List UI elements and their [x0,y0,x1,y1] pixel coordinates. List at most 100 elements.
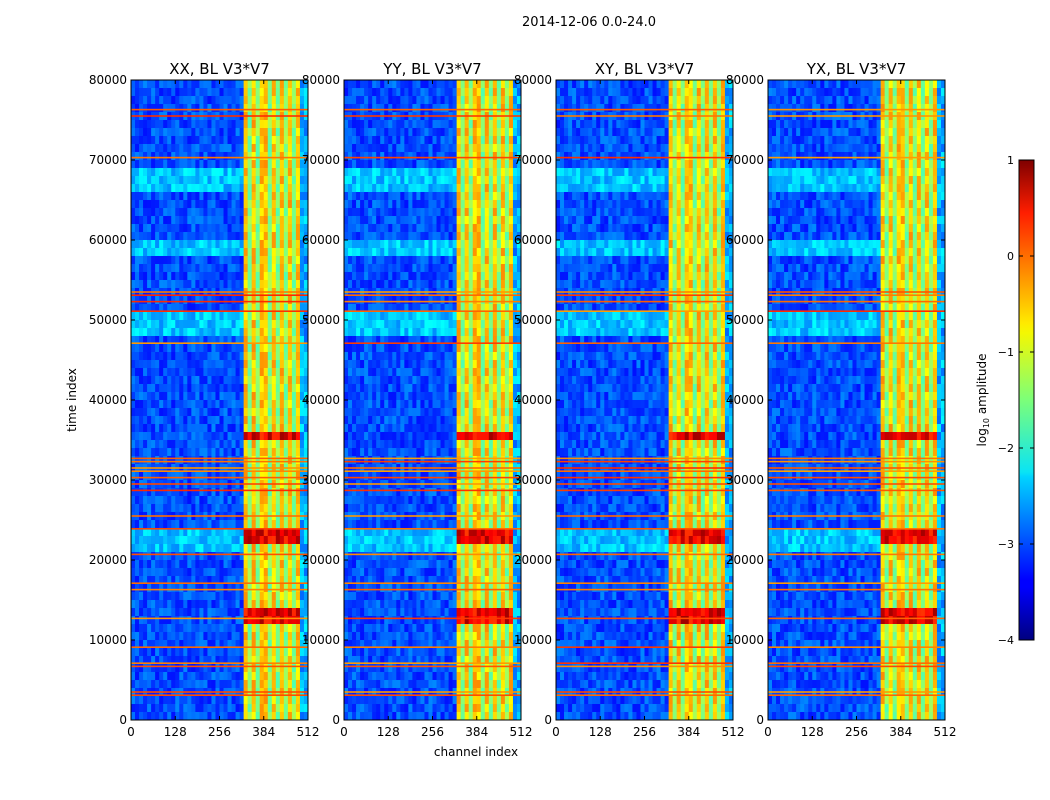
heatmap-cell [352,184,357,193]
heatmap-cell [163,280,168,289]
heatmap-cell [199,456,204,465]
heatmap-cell [203,80,208,89]
heatmap-cell [384,256,389,265]
heatmap-cell [223,136,228,145]
heatmap-cell [219,216,224,225]
heatmap-cell [175,344,180,353]
heatmap-cell [235,704,240,713]
heatmap-cell [143,352,148,361]
heatmap-cell [183,224,188,233]
heatmap-cell [452,104,457,113]
heatmap-cell [420,128,425,137]
heatmap-cell [267,600,273,609]
heatmap-cell [147,712,152,720]
heatmap-cell [159,280,164,289]
heatmap-cell [247,576,252,585]
heatmap-cell [468,88,474,97]
heatmap-cell [171,192,176,201]
heatmap-cell [203,224,208,233]
heatmap-cell [279,712,285,720]
heatmap-cell [179,272,184,281]
heatmap-cell [396,256,401,265]
heatmap-cell [199,168,204,177]
heatmap-cell [287,88,293,97]
heatmap-cell [207,384,212,393]
heatmap-cell [131,416,136,425]
heatmap-cell [287,496,293,505]
heatmap-cell [303,664,308,673]
heatmap-cell [135,344,140,353]
heatmap-cell [259,240,265,249]
heatmap-cell [243,304,248,313]
heatmap-cell [287,200,293,209]
heatmap-cell [159,160,164,169]
heatmap-cell [147,184,152,193]
heatmap-cell [135,608,140,617]
heatmap-cell [392,312,397,321]
heatmap-cell [291,352,297,361]
heatmap-cell [215,640,220,649]
heatmap-cell [400,208,405,217]
heatmap-cell [175,352,180,361]
heatmap-cell [360,232,365,241]
heatmap-cell [131,576,136,585]
heatmap-cell [303,432,308,441]
heatmap-cell [263,632,269,641]
heatmap-cell [211,696,216,705]
heatmap-cell [484,304,490,313]
heatmap-cell [163,632,168,641]
heatmap-cell [436,88,441,97]
heatmap-cell [512,232,518,241]
heatmap-cell [175,424,180,433]
heatmap-cell [283,328,289,337]
heatmap-cell [139,408,144,417]
heatmap-cell [147,536,152,545]
heatmap-cell [235,232,240,241]
heatmap-cell [299,376,305,385]
heatmap-cell [179,520,184,529]
heatmap-cell [464,144,470,153]
heatmap-cell [267,208,273,217]
heatmap-cell [436,184,441,193]
heatmap-cell [408,328,413,337]
heatmap-cell [271,208,277,217]
heatmap-cell [163,328,168,337]
heatmap-cell [243,328,248,337]
heatmap-cell [143,392,148,401]
heatmap-cell [195,264,200,273]
heatmap-cell [412,208,417,217]
heatmap-cell [207,440,212,449]
heatmap-cell [183,528,188,537]
heatmap-cell [299,128,305,137]
heatmap-cell [508,320,514,329]
heatmap-cell [400,152,405,161]
heatmap-cell [372,184,377,193]
heatmap-cell [299,216,305,225]
heatmap-cell [275,88,281,97]
heatmap-cell [255,144,261,153]
heatmap-cell [151,280,156,289]
heatmap-cell [291,696,297,705]
heatmap-cell [191,224,196,233]
heatmap-cell [179,320,184,329]
heatmap-cell [195,488,200,497]
heatmap-cell [215,600,220,609]
heatmap-cell [279,400,285,409]
heatmap-cell [251,256,257,265]
heatmap-cell [247,696,252,705]
heatmap-1 [344,80,521,720]
heatmap-cell [163,384,168,393]
heatmap-cell [247,168,252,177]
heatmap-cell [135,88,140,97]
heatmap-cell [344,176,349,185]
heatmap-cell [299,80,305,89]
heatmap-cell [508,216,514,225]
heatmap-cell [211,536,216,545]
heatmap-cell [167,240,172,249]
heatmap-cell [167,432,172,441]
heatmap-cell [267,272,273,281]
heatmap-cell [143,312,148,321]
heatmap-cell [167,376,172,385]
heatmap-cell [283,496,289,505]
heatmap-cell [147,552,152,561]
